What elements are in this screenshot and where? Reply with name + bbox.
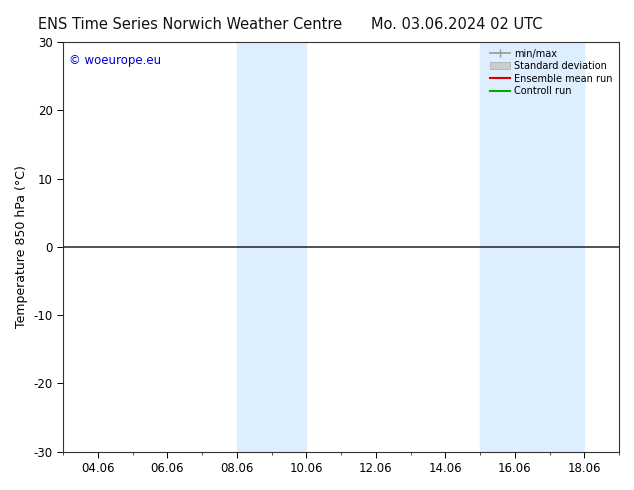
Y-axis label: Temperature 850 hPa (°C): Temperature 850 hPa (°C) [15,166,28,328]
Text: © woeurope.eu: © woeurope.eu [68,54,161,67]
Text: Mo. 03.06.2024 02 UTC: Mo. 03.06.2024 02 UTC [371,17,542,32]
Bar [480,42,585,452]
Legend: min/max, Standard deviation, Ensemble mean run, Controll run: min/max, Standard deviation, Ensemble me… [488,47,614,98]
Text: ENS Time Series Norwich Weather Centre: ENS Time Series Norwich Weather Centre [38,17,342,32]
Bar [237,42,306,452]
